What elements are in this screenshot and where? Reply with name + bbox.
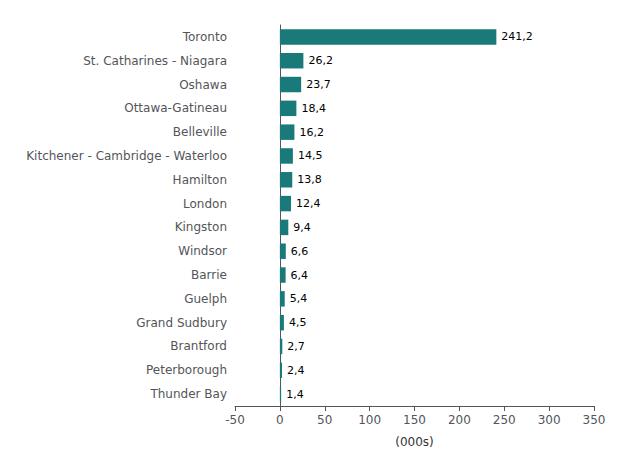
svg-text:Kitchener - Cambridge - Waterl: Kitchener - Cambridge - Waterloo xyxy=(26,149,227,163)
svg-text:14,5: 14,5 xyxy=(298,149,323,162)
svg-text:Belleville: Belleville xyxy=(173,125,227,139)
svg-text:Brantford: Brantford xyxy=(170,339,227,353)
svg-text:350: 350 xyxy=(583,413,606,427)
svg-text:Hamilton: Hamilton xyxy=(173,173,227,187)
svg-text:Peterborough: Peterborough xyxy=(146,363,227,377)
svg-text:300: 300 xyxy=(538,413,561,427)
svg-text:Ottawa-Gatineau: Ottawa-Gatineau xyxy=(124,101,227,115)
svg-text:6,6: 6,6 xyxy=(291,245,309,258)
svg-text:Toronto: Toronto xyxy=(182,30,227,44)
svg-text:9,4: 9,4 xyxy=(293,221,311,234)
svg-text:-50: -50 xyxy=(225,413,245,427)
svg-text:18,4: 18,4 xyxy=(301,102,326,115)
svg-text:Barrie: Barrie xyxy=(191,268,227,282)
svg-text:4,5: 4,5 xyxy=(289,316,307,329)
svg-text:23,7: 23,7 xyxy=(306,78,331,91)
svg-text:12,4: 12,4 xyxy=(296,197,321,210)
svg-text:London: London xyxy=(183,197,227,211)
svg-text:6,4: 6,4 xyxy=(291,269,309,282)
svg-text:241,2: 241,2 xyxy=(501,30,533,43)
svg-text:13,8: 13,8 xyxy=(297,173,322,186)
svg-text:Guelph: Guelph xyxy=(184,292,227,306)
svg-text:Windsor: Windsor xyxy=(178,244,227,258)
svg-text:Kingston: Kingston xyxy=(175,220,227,234)
svg-text:16,2: 16,2 xyxy=(299,126,324,139)
svg-text:26,2: 26,2 xyxy=(308,54,333,67)
svg-text:0: 0 xyxy=(276,413,284,427)
svg-text:(000s): (000s) xyxy=(395,435,434,449)
svg-text:Oshawa: Oshawa xyxy=(179,78,227,92)
svg-text:5,4: 5,4 xyxy=(290,292,308,305)
svg-text:200: 200 xyxy=(448,413,471,427)
svg-text:Thunder Bay: Thunder Bay xyxy=(149,387,227,401)
svg-text:150: 150 xyxy=(403,413,426,427)
svg-text:50: 50 xyxy=(317,413,332,427)
svg-text:250: 250 xyxy=(493,413,516,427)
svg-text:1,4: 1,4 xyxy=(286,388,304,401)
svg-text:100: 100 xyxy=(358,413,381,427)
svg-text:2,7: 2,7 xyxy=(287,340,305,353)
svg-text:St. Catharines - Niagara: St. Catharines - Niagara xyxy=(83,54,227,68)
svg-text:2,4: 2,4 xyxy=(287,364,305,377)
svg-text:Grand Sudbury: Grand Sudbury xyxy=(136,316,227,330)
